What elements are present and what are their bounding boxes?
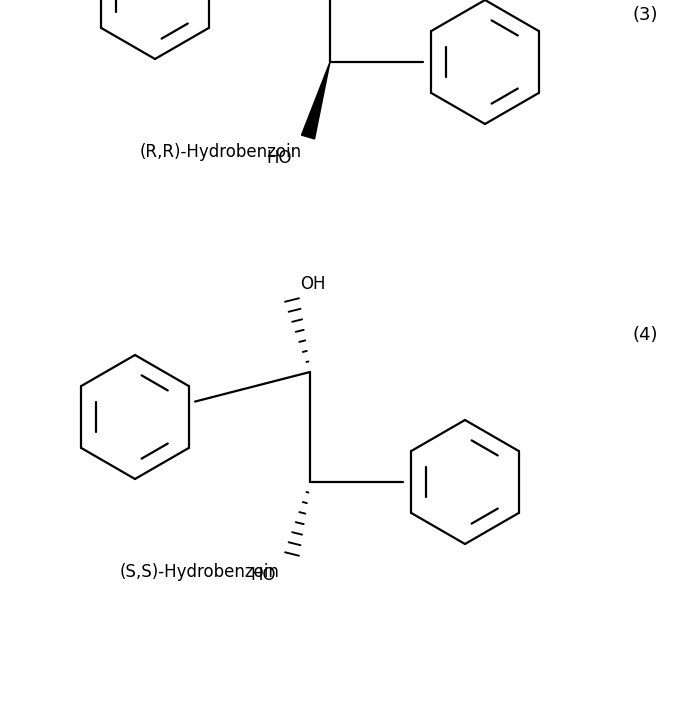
Text: (S,S)-Hydrobenzoin: (S,S)-Hydrobenzoin	[120, 563, 280, 581]
Text: HO: HO	[266, 149, 292, 167]
Polygon shape	[301, 62, 330, 139]
Text: HO: HO	[250, 566, 275, 584]
Text: (4): (4)	[632, 326, 658, 344]
Text: OH: OH	[300, 275, 325, 293]
Text: (3): (3)	[632, 6, 658, 24]
Text: (R,R)-Hydrobenzoin: (R,R)-Hydrobenzoin	[140, 143, 302, 161]
